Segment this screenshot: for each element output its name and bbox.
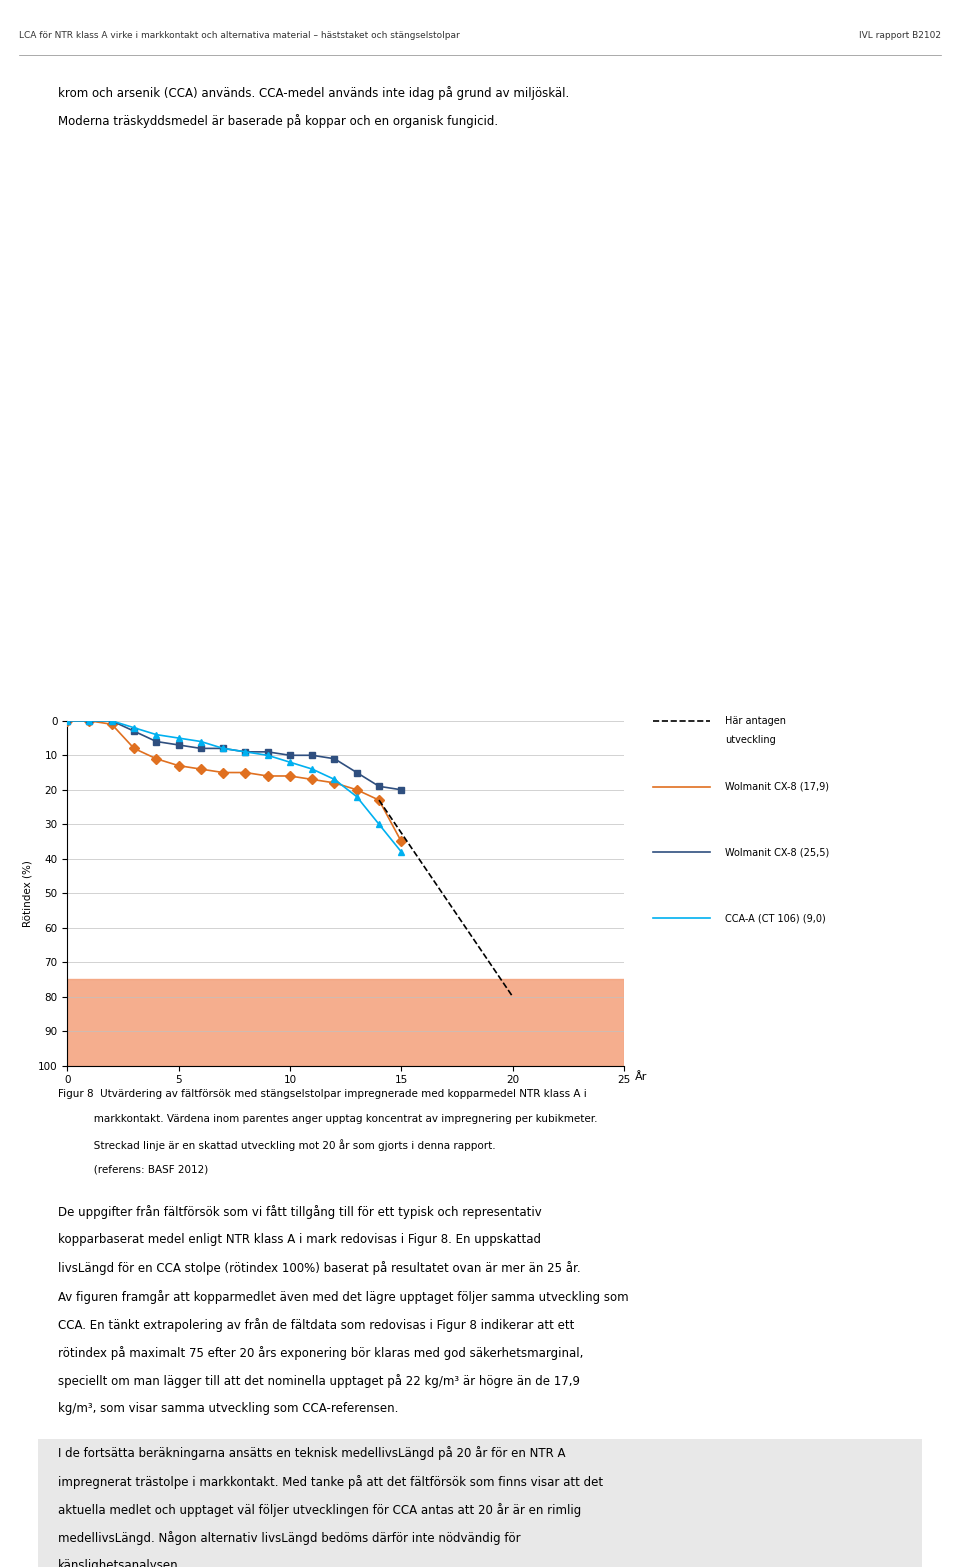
Text: känslighetsanalysen.: känslighetsanalysen.	[58, 1559, 182, 1567]
Text: Moderna träskyddsmedel är baserade på koppar och en organisk fungicid.: Moderna träskyddsmedel är baserade på ko…	[58, 114, 497, 128]
Text: I de fortsätta beräkningarna ansätts en teknisk medellivsLängd på 20 år för en N: I de fortsätta beräkningarna ansätts en …	[58, 1446, 565, 1460]
Text: Wolmanit CX-8 (25,5): Wolmanit CX-8 (25,5)	[725, 848, 829, 857]
Text: (referens: BASF 2012): (referens: BASF 2012)	[58, 1164, 208, 1174]
Text: utveckling: utveckling	[725, 735, 776, 744]
Text: CCA-A (CT 106) (9,0): CCA-A (CT 106) (9,0)	[725, 914, 826, 923]
Text: De uppgifter från fältförsök som vi fått tillgång till för ett typisk och repres: De uppgifter från fältförsök som vi fått…	[58, 1205, 541, 1219]
Text: speciellt om man lägger till att det nominella upptaget på 22 kg/m³ är högre än : speciellt om man lägger till att det nom…	[58, 1374, 580, 1388]
Text: medellivsLängd. Någon alternativ livsLängd bedöms därför inte nödvändig för: medellivsLängd. Någon alternativ livsLän…	[58, 1531, 520, 1545]
Y-axis label: Rötindex (%): Rötindex (%)	[22, 860, 33, 926]
Text: rötindex på maximalt 75 efter 20 års exponering bör klaras med god säkerhetsmarg: rötindex på maximalt 75 efter 20 års exp…	[58, 1346, 583, 1360]
Text: CCA. En tänkt extrapolering av från de fältdata som redovisas i Figur 8 indikera: CCA. En tänkt extrapolering av från de f…	[58, 1318, 574, 1332]
Text: Här antagen: Här antagen	[725, 716, 786, 726]
Text: LCA för NTR klass A virke i markkontakt och alternativa material – häststaket oc: LCA för NTR klass A virke i markkontakt …	[19, 31, 460, 41]
Text: impregnerat trästolpe i markkontakt. Med tanke på att det fältförsök som finns v: impregnerat trästolpe i markkontakt. Med…	[58, 1475, 603, 1489]
Text: År: År	[636, 1072, 647, 1083]
Text: IVL rapport B2102: IVL rapport B2102	[859, 31, 941, 41]
Text: Av figuren framgår att kopparmedlet även med det lägre upptaget följer samma utv: Av figuren framgår att kopparmedlet även…	[58, 1290, 628, 1304]
Text: Figur 8  Utvärdering av fältförsök med stängselstolpar impregnerade med kopparme: Figur 8 Utvärdering av fältförsök med st…	[58, 1089, 587, 1098]
Text: livsLängd för en CCA stolpe (rötindex 100%) baserat på resultatet ovan är mer än: livsLängd för en CCA stolpe (rötindex 10…	[58, 1261, 580, 1276]
Text: markkontakt. Värdena inom parentes anger upptag koncentrat av impregnering per k: markkontakt. Värdena inom parentes anger…	[58, 1114, 597, 1124]
Text: Streckad linje är en skattad utveckling mot 20 år som gjorts i denna rapport.: Streckad linje är en skattad utveckling …	[58, 1139, 495, 1152]
Text: kopparbaserat medel enligt NTR klass A i mark redovisas i Figur 8. En uppskattad: kopparbaserat medel enligt NTR klass A i…	[58, 1233, 540, 1246]
Text: aktuella medlet och upptaget väl följer utvecklingen för CCA antas att 20 år är : aktuella medlet och upptaget väl följer …	[58, 1503, 581, 1517]
Bar	[67, 979, 624, 1066]
Text: krom och arsenik (CCA) används. CCA-medel används inte idag på grund av miljöskä: krom och arsenik (CCA) används. CCA-mede…	[58, 86, 569, 100]
Text: kg/m³, som visar samma utveckling som CCA-referensen.: kg/m³, som visar samma utveckling som CC…	[58, 1402, 398, 1415]
Text: Wolmanit CX-8 (17,9): Wolmanit CX-8 (17,9)	[725, 782, 828, 791]
